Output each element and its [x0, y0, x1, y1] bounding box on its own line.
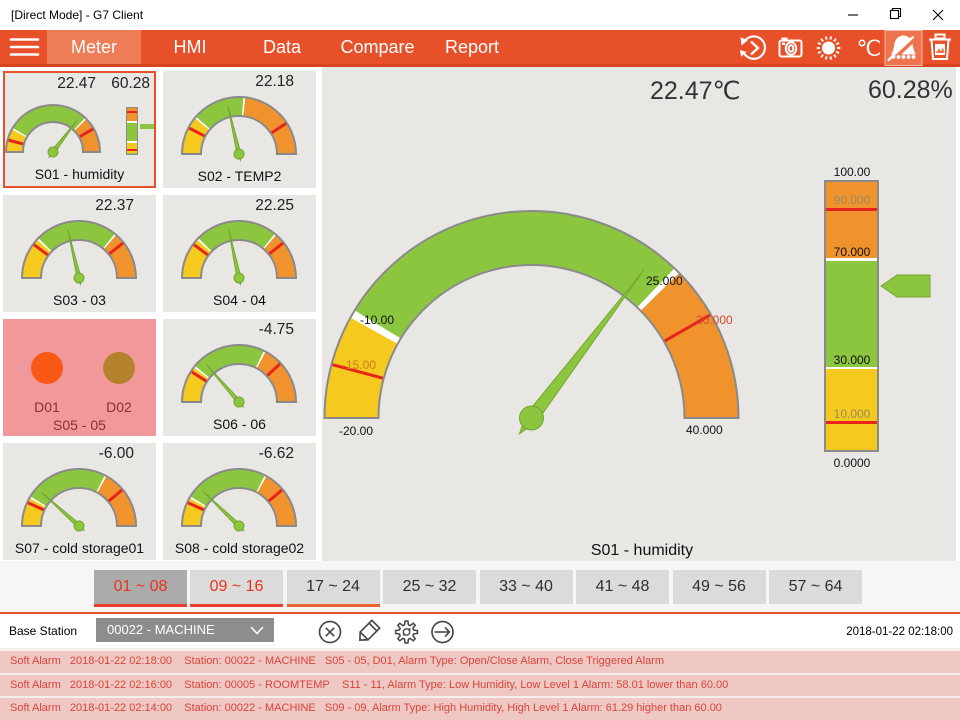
svg-text:℃: ℃ — [857, 36, 882, 61]
